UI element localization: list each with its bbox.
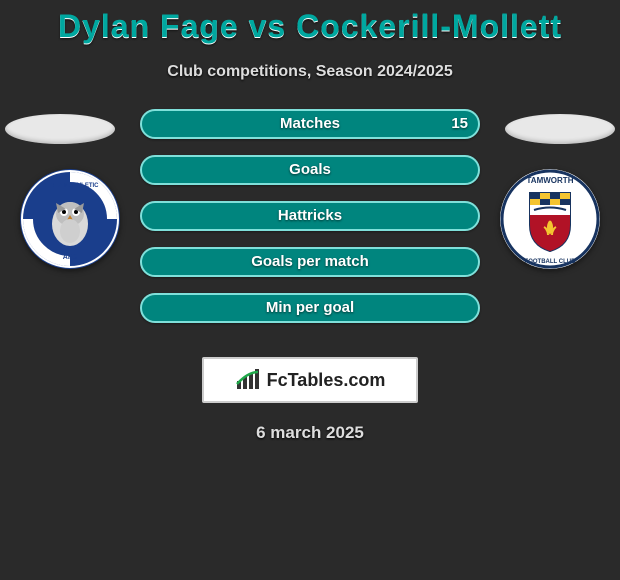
- tamworth-crest-icon: TAMWORTH FOOTBALL CLUB: [500, 169, 600, 269]
- date-label: 6 march 2025: [0, 423, 620, 443]
- bar-chart-icon: [235, 369, 261, 391]
- stat-bars: Matches 15 Goals Hattricks Goals per mat…: [140, 109, 480, 339]
- stat-label: Matches: [142, 111, 478, 137]
- svg-text:FOOTBALL CLUB: FOOTBALL CLUB: [525, 259, 577, 265]
- stat-bar-matches: Matches 15: [140, 109, 480, 139]
- club-crest-left: OLDHAM ATHLETIC AFC: [20, 169, 120, 269]
- stat-bar-goals: Goals: [140, 155, 480, 185]
- svg-text:TAMWORTH: TAMWORTH: [527, 176, 574, 185]
- oldham-crest-icon: OLDHAM ATHLETIC AFC: [20, 169, 120, 269]
- stat-label: Goals: [142, 157, 478, 183]
- player-right-oval: [505, 114, 615, 144]
- svg-text:AFC: AFC: [63, 254, 77, 261]
- stat-bar-goals-per-match: Goals per match: [140, 247, 480, 277]
- comparison-stage: OLDHAM ATHLETIC AFC TAMWORTH FOOTBALL CL…: [0, 109, 620, 339]
- club-crest-right: TAMWORTH FOOTBALL CLUB: [500, 169, 600, 269]
- brand-text: FcTables.com: [267, 370, 386, 391]
- stat-bar-min-per-goal: Min per goal: [140, 293, 480, 323]
- subtitle: Club competitions, Season 2024/2025: [0, 63, 620, 81]
- svg-text:OLDHAM ATHLETIC: OLDHAM ATHLETIC: [42, 183, 100, 189]
- page-title: Dylan Fage vs Cockerill-Mollett: [0, 0, 620, 45]
- stat-right-value: 15: [451, 111, 468, 137]
- stat-bar-hattricks: Hattricks: [140, 201, 480, 231]
- stat-label: Goals per match: [142, 249, 478, 275]
- brand-logo[interactable]: FcTables.com: [202, 357, 418, 403]
- player-left-oval: [5, 114, 115, 144]
- stat-label: Hattricks: [142, 203, 478, 229]
- stat-label: Min per goal: [142, 295, 478, 321]
